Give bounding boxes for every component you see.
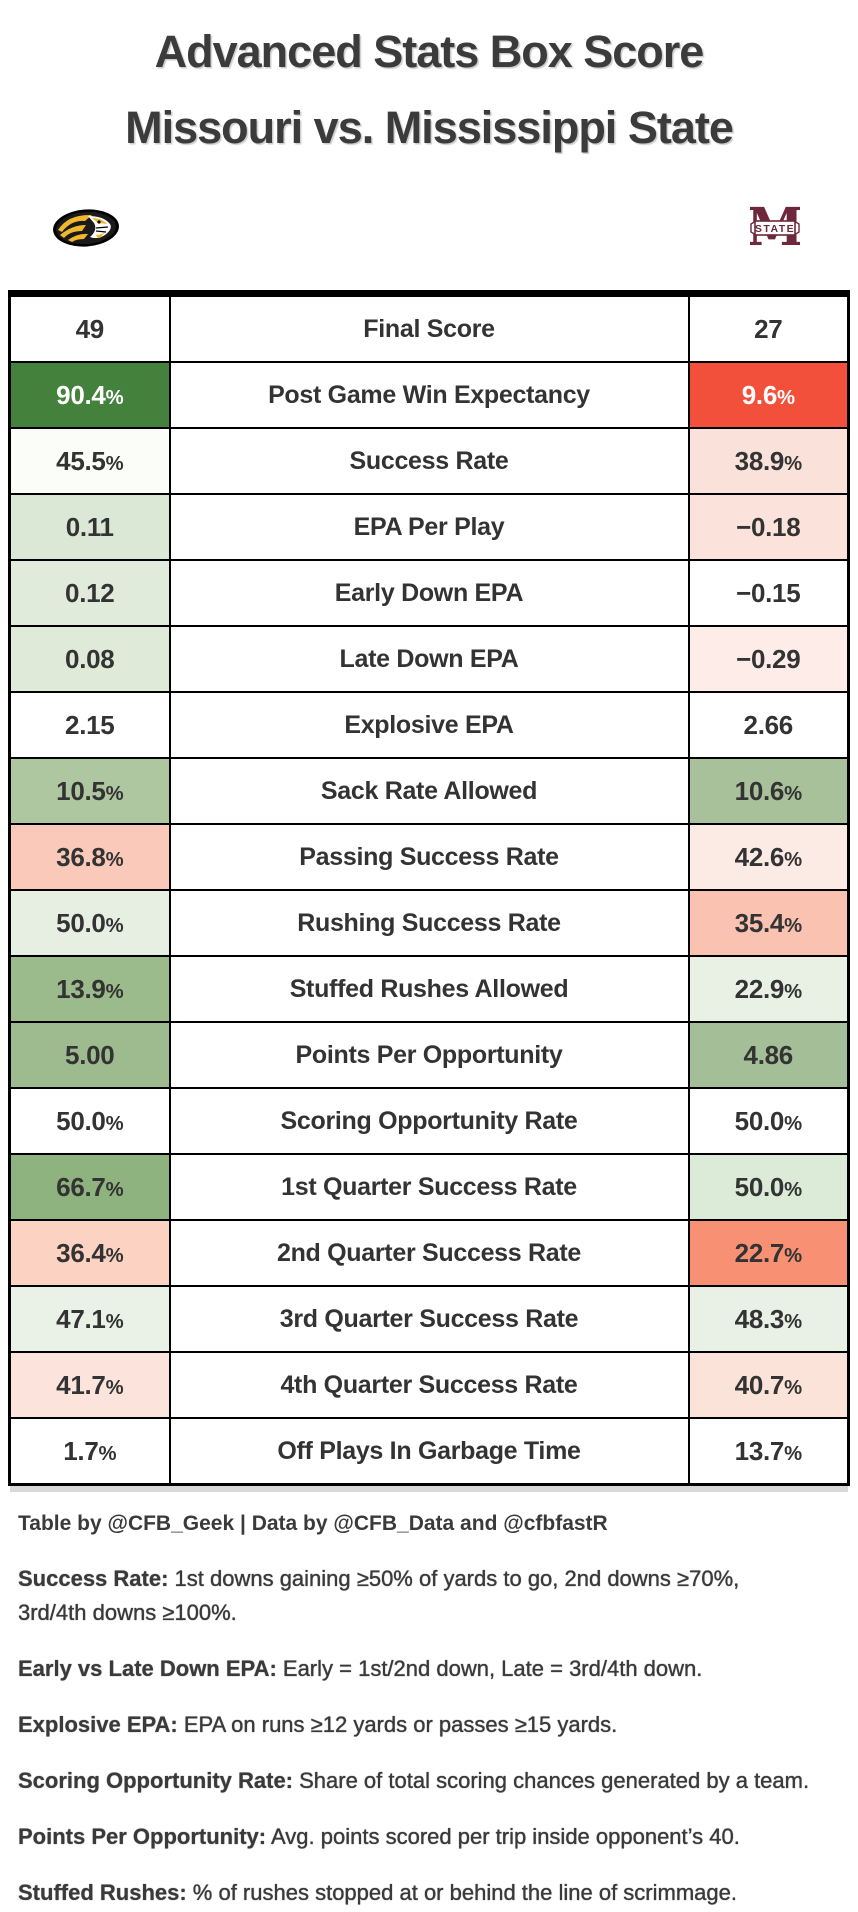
home-value-cell: 13.9% — [8, 955, 171, 1023]
metric-label: Off Plays In Garbage Time — [168, 1417, 690, 1486]
credit-line: Table by @CFB_Geek | Data by @CFB_Data a… — [18, 1512, 608, 1535]
stats-table: 49 Final Score 27 90.4% Post Game Win Expect… — [8, 290, 850, 1486]
away-value-cell: 42.6% — [687, 823, 850, 891]
metric-label: Explosive EPA — [168, 691, 690, 759]
metric-label: Success Rate — [168, 427, 690, 495]
home-value-cell: 45.5% — [8, 427, 171, 495]
metric-label: Passing Success Rate — [168, 823, 690, 891]
table-row: 0.11 EPA Per Play −0.18 — [8, 493, 850, 561]
table-row: 49 Final Score 27 — [8, 292, 850, 363]
metric-label: 3rd Quarter Success Rate — [168, 1285, 690, 1353]
home-value-cell: 5.00 — [8, 1021, 171, 1089]
footnote: Explosive EPA: EPA on runs ≥12 yards or … — [18, 1712, 618, 1737]
mississippi-state-logo: M STATE — [746, 197, 804, 259]
table-row: 50.0% Rushing Success Rate 35.4% — [8, 889, 850, 957]
away-value-cell: 9.6% — [687, 361, 850, 429]
home-value-cell: 90.4% — [8, 361, 171, 429]
footnotes: Success Rate: 1st downs gaining ≥50% of … — [18, 1562, 812, 1910]
metric-label: Scoring Opportunity Rate — [168, 1087, 690, 1155]
away-value-cell: 50.0% — [687, 1087, 850, 1155]
away-value-cell: 10.6% — [687, 757, 850, 825]
stats-graphic: Advanced Stats Box Score Missouri vs. Mi… — [0, 14, 858, 1910]
away-value-cell: −0.18 — [687, 493, 850, 561]
away-value-cell: 50.0% — [687, 1153, 850, 1221]
missouri-tigers-logo — [52, 208, 120, 253]
away-value-cell: 2.66 — [687, 691, 850, 759]
home-value-cell: 41.7% — [8, 1351, 171, 1419]
metric-label: Early Down EPA — [168, 559, 690, 627]
table-row: 1.7% Off Plays In Garbage Time 13.7% — [8, 1417, 850, 1486]
footnote: Points Per Opportunity: Avg. points scor… — [18, 1824, 740, 1849]
page-title: Advanced Stats Box Score Missouri vs. Mi… — [0, 14, 858, 166]
title-line-2: Missouri vs. Mississippi State — [125, 102, 734, 153]
metric-label: 4th Quarter Success Rate — [168, 1351, 690, 1419]
table-row: 41.7% 4th Quarter Success Rate 40.7% — [8, 1351, 850, 1419]
footnote: Early vs Late Down EPA: Early = 1st/2nd … — [18, 1656, 703, 1681]
footnote-term: Success Rate: — [18, 1566, 169, 1591]
home-value-cell: 50.0% — [8, 1087, 171, 1155]
team-logos-row: M STATE — [0, 197, 858, 259]
metric-label: Post Game Win Expectancy — [168, 361, 690, 429]
table-row: 47.1% 3rd Quarter Success Rate 48.3% — [8, 1285, 850, 1353]
home-value-cell: 47.1% — [8, 1285, 171, 1353]
home-value-cell: 36.4% — [8, 1219, 171, 1287]
away-value-cell: 40.7% — [687, 1351, 850, 1419]
home-value-cell: 0.08 — [8, 625, 171, 693]
footnote-term: Explosive EPA: — [18, 1712, 178, 1737]
metric-label: Stuffed Rushes Allowed — [168, 955, 690, 1023]
metric-label: Points Per Opportunity — [168, 1021, 690, 1089]
away-value-cell: 4.86 — [687, 1021, 850, 1089]
footnote-term: Early vs Late Down EPA: — [18, 1656, 277, 1681]
table-row: 0.12 Early Down EPA −0.15 — [8, 559, 850, 627]
away-value-cell: 22.9% — [687, 955, 850, 1023]
home-value-cell: 0.11 — [8, 493, 171, 561]
table-row: 13.9% Stuffed Rushes Allowed 22.9% — [8, 955, 850, 1023]
away-value-cell: −0.29 — [687, 625, 850, 693]
footnote: Stuffed Rushes: % of rushes stopped at o… — [18, 1880, 737, 1905]
table-row: 5.00 Points Per Opportunity 4.86 — [8, 1021, 850, 1089]
away-value-cell: 22.7% — [687, 1219, 850, 1287]
away-value-cell: 13.7% — [687, 1417, 850, 1486]
home-value-cell: 36.8% — [8, 823, 171, 891]
away-value-cell: 48.3% — [687, 1285, 850, 1353]
table-row: 36.4% 2nd Quarter Success Rate 22.7% — [8, 1219, 850, 1287]
home-value-cell: 10.5% — [8, 757, 171, 825]
table-row: 10.5% Sack Rate Allowed 10.6% — [8, 757, 850, 825]
metric-label: 1st Quarter Success Rate — [168, 1153, 690, 1221]
table-row: 36.8% Passing Success Rate 42.6% — [8, 823, 850, 891]
footnote-term: Points Per Opportunity: — [18, 1824, 267, 1849]
home-value-cell: 50.0% — [8, 889, 171, 957]
table-row: 50.0% Scoring Opportunity Rate 50.0% — [8, 1087, 850, 1155]
table-row: 0.08 Late Down EPA −0.29 — [8, 625, 850, 693]
metric-label: Final Score — [168, 292, 690, 363]
away-value-cell: 27 — [687, 292, 850, 363]
metric-label: Rushing Success Rate — [168, 889, 690, 957]
svg-text:STATE: STATE — [755, 223, 795, 235]
table-row: 2.15 Explosive EPA 2.66 — [8, 691, 850, 759]
title-line-1: Advanced Stats Box Score — [154, 26, 705, 77]
away-value-cell: −0.15 — [687, 559, 850, 627]
footnote: Scoring Opportunity Rate: Share of total… — [18, 1768, 810, 1793]
home-value-cell: 2.15 — [8, 691, 171, 759]
metric-label: Late Down EPA — [168, 625, 690, 693]
metric-label: 2nd Quarter Success Rate — [168, 1219, 690, 1287]
away-value-cell: 38.9% — [687, 427, 850, 495]
home-value-cell: 66.7% — [8, 1153, 171, 1221]
home-value-cell: 0.12 — [8, 559, 171, 627]
footnote-term: Stuffed Rushes: — [18, 1880, 187, 1905]
away-value-cell: 35.4% — [687, 889, 850, 957]
home-value-cell: 1.7% — [8, 1417, 171, 1486]
metric-label: Sack Rate Allowed — [168, 757, 690, 825]
table-row: 90.4% Post Game Win Expectancy 9.6% — [8, 361, 850, 429]
footnote: Success Rate: 1st downs gaining ≥50% of … — [18, 1566, 740, 1625]
table-row: 66.7% 1st Quarter Success Rate 50.0% — [8, 1153, 850, 1221]
table-row: 45.5% Success Rate 38.9% — [8, 427, 850, 495]
footnote-term: Scoring Opportunity Rate: — [18, 1768, 293, 1793]
home-value-cell: 49 — [8, 292, 171, 363]
metric-label: EPA Per Play — [168, 493, 690, 561]
